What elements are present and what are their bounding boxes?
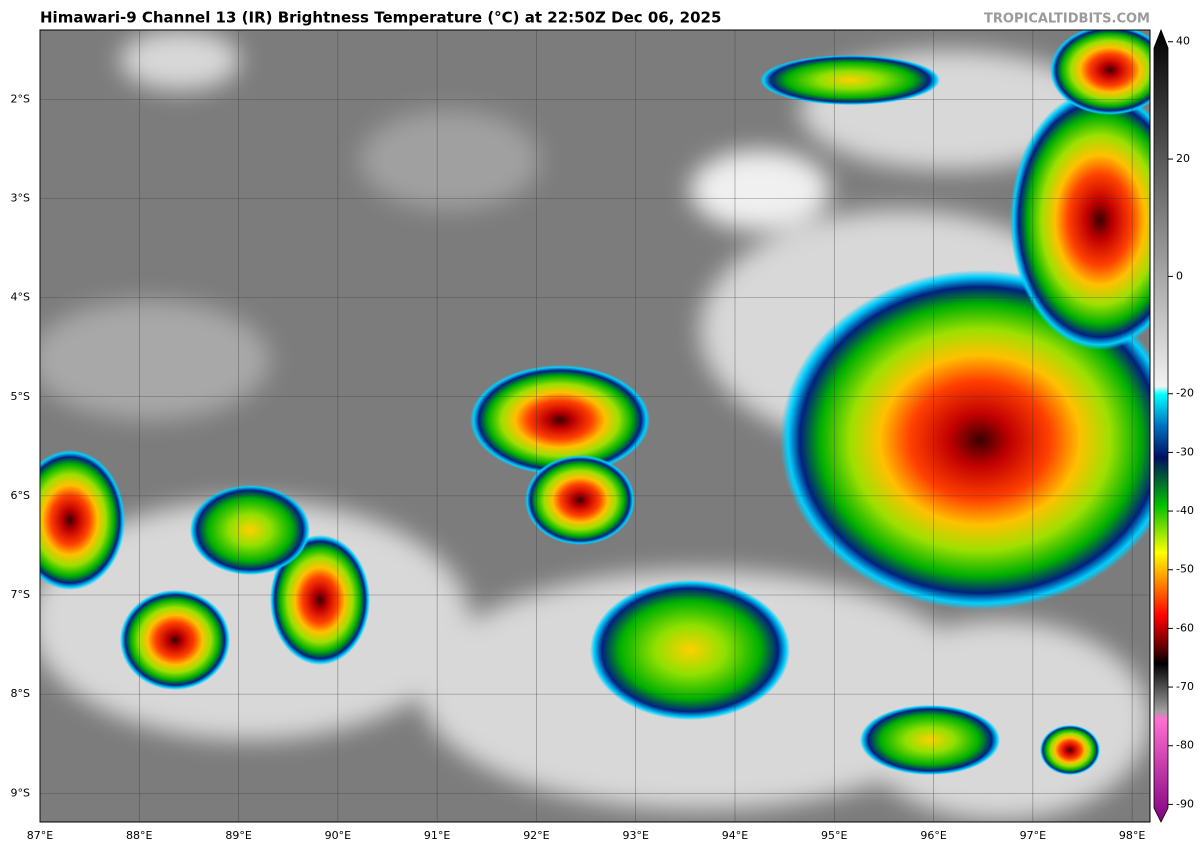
lon-label: 93°E [622,829,648,842]
lon-label: 92°E [523,829,549,842]
colorbar-label: 0 [1176,269,1183,282]
lat-label: 2°S [11,92,30,105]
credit: TROPICALTIDBITS.COM [984,12,1150,27]
lon-label: 89°E [225,829,251,842]
colorbar [1153,28,1169,823]
lon-label: 95°E [821,829,847,842]
colorbar-label: 20 [1176,152,1190,165]
lon-label: 96°E [920,829,946,842]
lat-label: 4°S [11,291,30,304]
lon-label: 94°E [722,829,748,842]
colorbar-label: -20 [1176,387,1194,400]
imagery [40,30,1150,822]
lat-label: 6°S [11,489,30,502]
lat-label: 3°S [11,192,30,205]
lon-label: 88°E [126,829,152,842]
lat-label: 9°S [11,786,30,799]
lon-label: 98°E [1119,829,1145,842]
lon-label: 90°E [325,829,351,842]
colorbar-label: -30 [1176,445,1194,458]
colorbar-label: -70 [1176,680,1194,693]
lat-label: 5°S [11,390,30,403]
colorbar-label: -60 [1176,621,1194,634]
lon-label: 91°E [424,829,450,842]
colorbar-label: -50 [1176,563,1194,576]
colorbar-label: -80 [1176,739,1194,752]
colorbar-label: 40 [1176,35,1190,48]
colorbar-label: -40 [1176,504,1194,517]
lon-label: 97°E [1020,829,1046,842]
colorbar-label: -90 [1176,797,1194,810]
lon-label: 87°E [27,829,53,842]
title: Himawari-9 Channel 13 (IR) Brightness Te… [40,9,721,27]
lat-label: 8°S [11,687,30,700]
lat-label: 7°S [11,588,30,601]
